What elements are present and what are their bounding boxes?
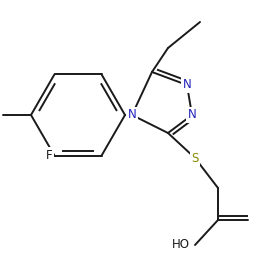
Text: S: S [191, 151, 199, 165]
Text: N: N [188, 108, 196, 122]
Text: F: F [46, 149, 53, 162]
Text: HO: HO [172, 238, 190, 252]
Text: N: N [183, 79, 191, 91]
Text: N: N [128, 108, 136, 122]
